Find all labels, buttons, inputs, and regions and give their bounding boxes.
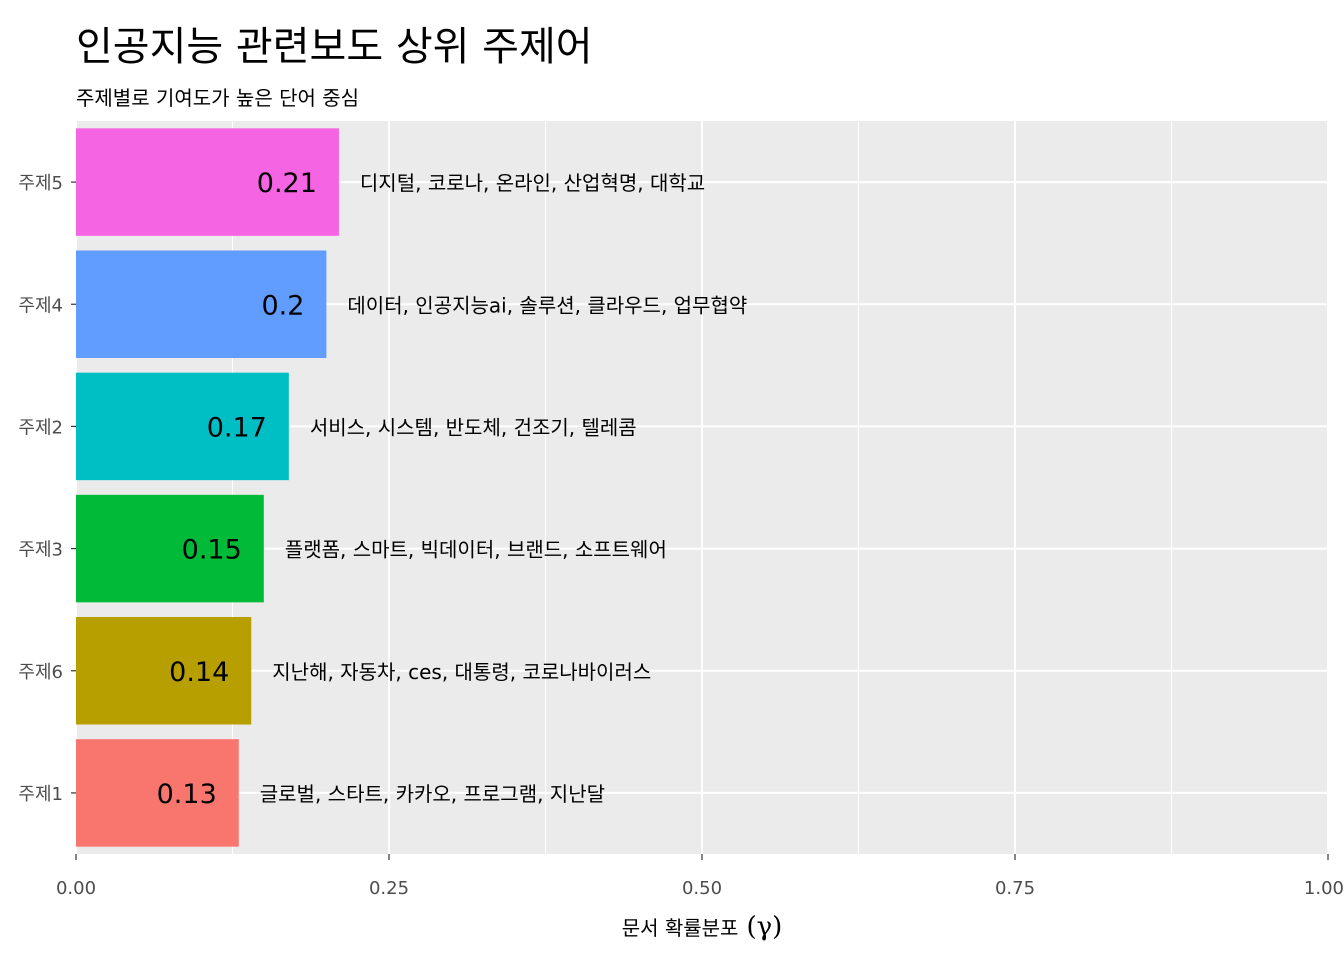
y-tick-label: 주제2 (18, 417, 63, 438)
bar-value-label: 0.13 (157, 779, 217, 810)
x-tick-label: 0.00 (56, 878, 96, 899)
bar-terms-label: 지난해, 자동차, ces, 대통령, 코로나바이러스 (272, 660, 651, 684)
bar-value-label: 0.15 (182, 535, 242, 566)
bars: 0.21 디지털, 코로나, 온라인, 산업혁명, 대학교 0.2 데이터, 인공지능… (76, 128, 747, 847)
bar (76, 739, 239, 847)
x-tick-label: 1.00 (1304, 878, 1344, 899)
y-tick-label: 주제4 (18, 295, 63, 316)
bar-terms-label: 글로벌, 스타트, 카카오, 프로그램, 지난달 (260, 782, 605, 806)
bar-terms-label: 서비스, 시스템, 반도체, 건조기, 텔레콤 (310, 415, 637, 439)
x-tick-label: 0.50 (682, 878, 722, 899)
bar (76, 616, 252, 725)
bar (76, 250, 327, 359)
y-tick-label: 주제5 (18, 173, 63, 194)
bar (76, 128, 339, 236)
bar-terms-label: 플랫폼, 스마트, 빅데이터, 브랜드, 소프트웨어 (285, 538, 667, 562)
bar-value-label: 0.14 (169, 657, 229, 688)
bar-value-label: 0.21 (257, 168, 317, 199)
x-tick-label: 0.75 (995, 878, 1035, 899)
bar (76, 494, 264, 603)
y-tick-label: 주제3 (18, 540, 63, 561)
y-tick-label: 주제1 (18, 784, 63, 805)
x-axis-title: 문서 확률분포 (γ) (622, 912, 783, 942)
y-tick-label: 주제6 (18, 662, 63, 683)
chart-title: 인공지능 관련보도 상위 주제어 (76, 24, 593, 70)
x-axis-title-symbol: (γ) (746, 912, 782, 942)
bar-terms-label: 디지털, 코로나, 온라인, 산업혁명, 대학교 (360, 171, 705, 195)
x-tick-label: 0.25 (369, 878, 409, 899)
bar-value-label: 0.2 (261, 290, 304, 321)
chart-subtitle: 주제별로 기여도가 높은 단어 중심 (76, 86, 360, 110)
bar-value-label: 0.17 (207, 412, 267, 443)
axes: 주제5 주제4 주제2 주제3 주제6 주제1 0.00 0.25 0.50 0.75 1.00 (18, 173, 1344, 899)
x-axis-title-text: 문서 확률분포 (622, 916, 739, 940)
bar (76, 372, 289, 481)
bar-terms-label: 데이터, 인공지능ai, 솔루션, 클라우드, 업무협약 (347, 293, 747, 317)
